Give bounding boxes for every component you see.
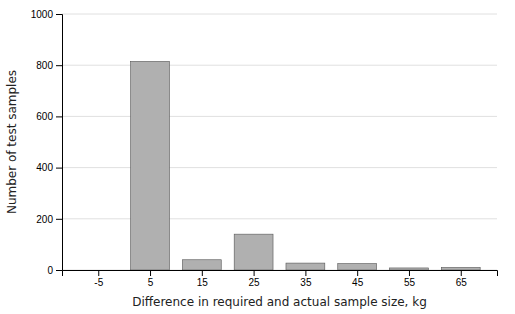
bar (390, 268, 429, 270)
tick-label: 45 (352, 277, 364, 288)
tick-label: 0 (47, 265, 53, 276)
tick-mark (56, 219, 62, 220)
bar (79, 270, 118, 271)
tick: 15 (197, 270, 209, 288)
tick: 400 (36, 162, 62, 173)
x-axis: -5 5 15 25 35 45 55 65 (63, 270, 498, 288)
grid-line (62, 116, 497, 117)
tick: 45 (352, 270, 364, 288)
tick-label: 55 (404, 277, 416, 288)
grid-line (62, 65, 497, 66)
grid-line (62, 218, 497, 219)
tick: 800 (36, 60, 62, 71)
tick: 35 (300, 270, 312, 288)
tick-label: 1000 (31, 9, 54, 20)
grid-line (62, 14, 497, 15)
y-axis-title: Number of test samples (5, 70, 19, 214)
grid (62, 14, 497, 270)
tick-mark (98, 270, 99, 276)
axis-line (63, 271, 498, 277)
tick-mark (409, 270, 410, 276)
bar (131, 61, 170, 270)
tick-mark (150, 270, 151, 276)
grid-line (62, 167, 497, 168)
tick-mark (56, 65, 62, 66)
tick-label: 400 (36, 162, 53, 173)
bar (234, 234, 273, 270)
tick-mark (56, 168, 62, 169)
tick-label: 25 (249, 277, 261, 288)
tick-label: 200 (36, 214, 53, 225)
tick-mark (56, 270, 62, 271)
tick-label: 5 (148, 277, 154, 288)
tick: 65 (456, 270, 468, 288)
tick-mark (461, 270, 462, 276)
tick: 5 (148, 270, 154, 288)
tick: 25 (249, 270, 261, 288)
bar (338, 264, 377, 270)
bar (182, 260, 221, 270)
tick-mark (202, 270, 203, 276)
tick-label: 15 (197, 277, 209, 288)
tick-label: 600 (36, 111, 53, 122)
tick-label: -5 (94, 277, 103, 288)
tick: 0 (47, 265, 62, 276)
tick-mark (305, 270, 306, 276)
plot-area: -5 5 15 25 35 45 55 65 0 200 400 600 800 1000 (31, 9, 498, 288)
tick-label: 35 (300, 277, 312, 288)
tick: 1000 (31, 9, 62, 20)
tick-mark (56, 14, 62, 15)
tick: 600 (36, 111, 62, 122)
tick-mark (254, 270, 255, 276)
axis-line (56, 15, 63, 271)
tick-mark (357, 270, 358, 276)
tick-label: 65 (456, 277, 468, 288)
bar (286, 263, 325, 270)
chart: -5 5 15 25 35 45 55 65 0 200 400 600 800 1000 Differen… (0, 0, 515, 314)
tick: 200 (36, 214, 62, 225)
bars (131, 61, 481, 270)
tick-mark (56, 116, 62, 117)
y-axis: 0 200 400 600 800 1000 (31, 9, 63, 276)
tick: 55 (404, 270, 416, 288)
bar (441, 267, 480, 270)
x-axis-title: Difference in required and actual sample… (132, 295, 427, 309)
tick-label: 800 (36, 60, 53, 71)
tick: -5 (94, 270, 103, 288)
